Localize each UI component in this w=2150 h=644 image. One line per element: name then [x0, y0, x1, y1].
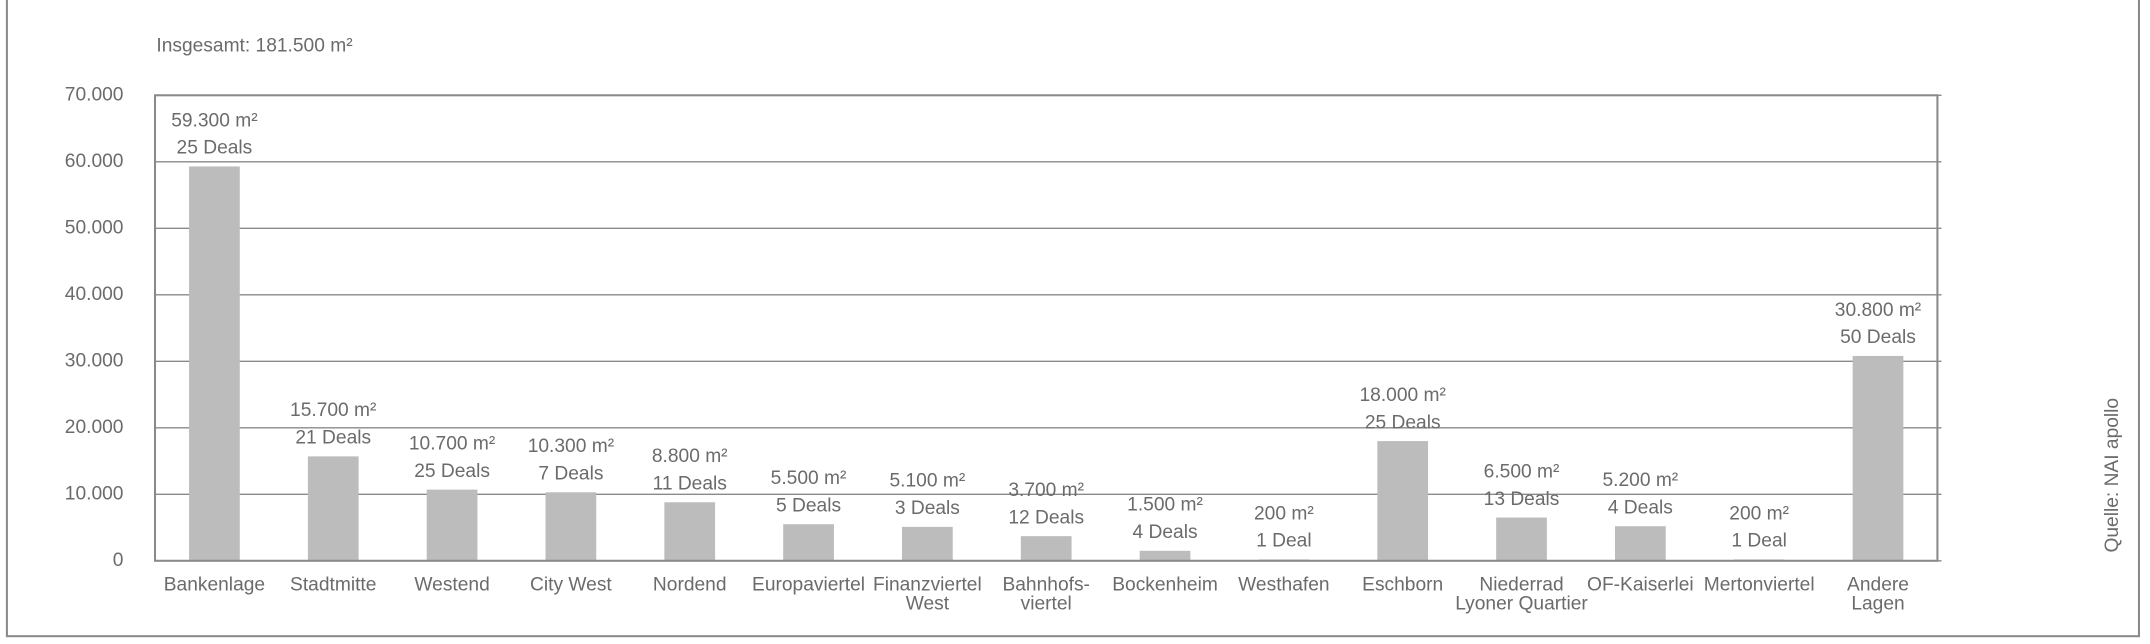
deal-label: 1 Deal — [1731, 531, 1786, 552]
frame — [5, 0, 2140, 638]
value-label: 1.500 m² — [1127, 495, 1203, 516]
x-tick-label: Niederrad Lyoner Quartier — [1455, 575, 1588, 615]
bar — [426, 489, 478, 561]
x-tick-label: Stadtmitte — [290, 575, 376, 596]
value-label: 5.100 m² — [890, 471, 966, 492]
x-tick-label: Andere Lagen — [1847, 575, 1909, 615]
bar — [189, 166, 240, 561]
x-tick-label: City West — [530, 575, 612, 596]
y-tick-label: 60.000 — [65, 151, 124, 172]
x-tick-label: Bockenheim — [1112, 575, 1218, 596]
x-tick-label: Bankenlage — [164, 575, 265, 596]
y-tick-label: 30.000 — [65, 350, 124, 371]
bar — [1377, 441, 1429, 561]
x-tick-label: Europaviertel — [752, 575, 865, 596]
y-tick-label: 10.000 — [65, 483, 124, 504]
x-tick-label: OF-Kaiserlei — [1587, 575, 1694, 596]
plot-frame — [153, 94, 1939, 562]
y-tick-label: 70.000 — [65, 84, 124, 105]
deal-label: 12 Deals — [1008, 507, 1084, 528]
x-tick-label: Bahnhofs-viertel — [1002, 575, 1089, 615]
deal-label: 5 Deals — [776, 495, 841, 516]
x-tick-label: Eschborn — [1362, 575, 1443, 596]
value-label: 5.500 m² — [771, 468, 847, 489]
deal-label: 4 Deals — [1133, 522, 1198, 543]
x-tick-label: Westend — [414, 575, 489, 596]
value-label: 18.000 m² — [1359, 385, 1446, 406]
deal-label: 13 Deals — [1484, 489, 1560, 510]
y-tick-label: 40.000 — [65, 284, 124, 305]
deal-label: 7 Deals — [538, 464, 603, 485]
value-label: 3.700 m² — [1008, 480, 1084, 501]
value-label: 30.800 m² — [1835, 300, 1922, 321]
deal-label: 25 Deals — [414, 461, 490, 482]
value-label: 8.800 m² — [652, 446, 728, 467]
value-label: 10.300 m² — [528, 436, 615, 457]
x-tick-label: Westhafen — [1238, 575, 1329, 596]
deal-label: 11 Deals — [653, 473, 727, 494]
bar — [545, 492, 597, 561]
bar — [1139, 550, 1191, 561]
deal-label: 1 Deal — [1256, 531, 1311, 552]
bar — [307, 456, 359, 561]
value-label: 200 m² — [1254, 503, 1314, 524]
deal-label: 25 Deals — [177, 138, 253, 159]
value-label: 5.200 m² — [1602, 470, 1678, 491]
value-label: 200 m² — [1729, 503, 1789, 524]
bar — [664, 502, 716, 561]
value-label: 59.300 m² — [171, 110, 258, 131]
bar — [1020, 536, 1072, 561]
deal-label: 21 Deals — [295, 428, 371, 449]
value-label: 6.500 m² — [1484, 461, 1560, 482]
y-tick-label: 20.000 — [65, 417, 124, 438]
value-label: 10.700 m² — [409, 433, 496, 454]
y-tick-label: 50.000 — [65, 217, 124, 238]
bar — [902, 526, 953, 561]
bar — [1852, 355, 1904, 561]
x-tick-label: Finanzviertel West — [873, 575, 982, 615]
chart-subtitle: Insgesamt: 181.500 m² — [156, 36, 353, 57]
bar — [783, 524, 834, 561]
deal-label: 50 Deals — [1840, 327, 1916, 348]
deal-label: 25 Deals — [1365, 412, 1441, 433]
bar — [1496, 517, 1547, 561]
x-tick-label: Nordend — [653, 575, 727, 596]
source-note: Quelle: NAI apollo — [2102, 398, 2123, 553]
deal-label: 3 Deals — [895, 498, 960, 519]
y-tick-label: 0 — [113, 550, 124, 571]
bar — [1614, 526, 1666, 561]
value-label: 15.700 m² — [290, 400, 377, 421]
deal-label: 4 Deals — [1608, 497, 1673, 518]
x-tick-label: Mertonviertel — [1704, 575, 1815, 596]
